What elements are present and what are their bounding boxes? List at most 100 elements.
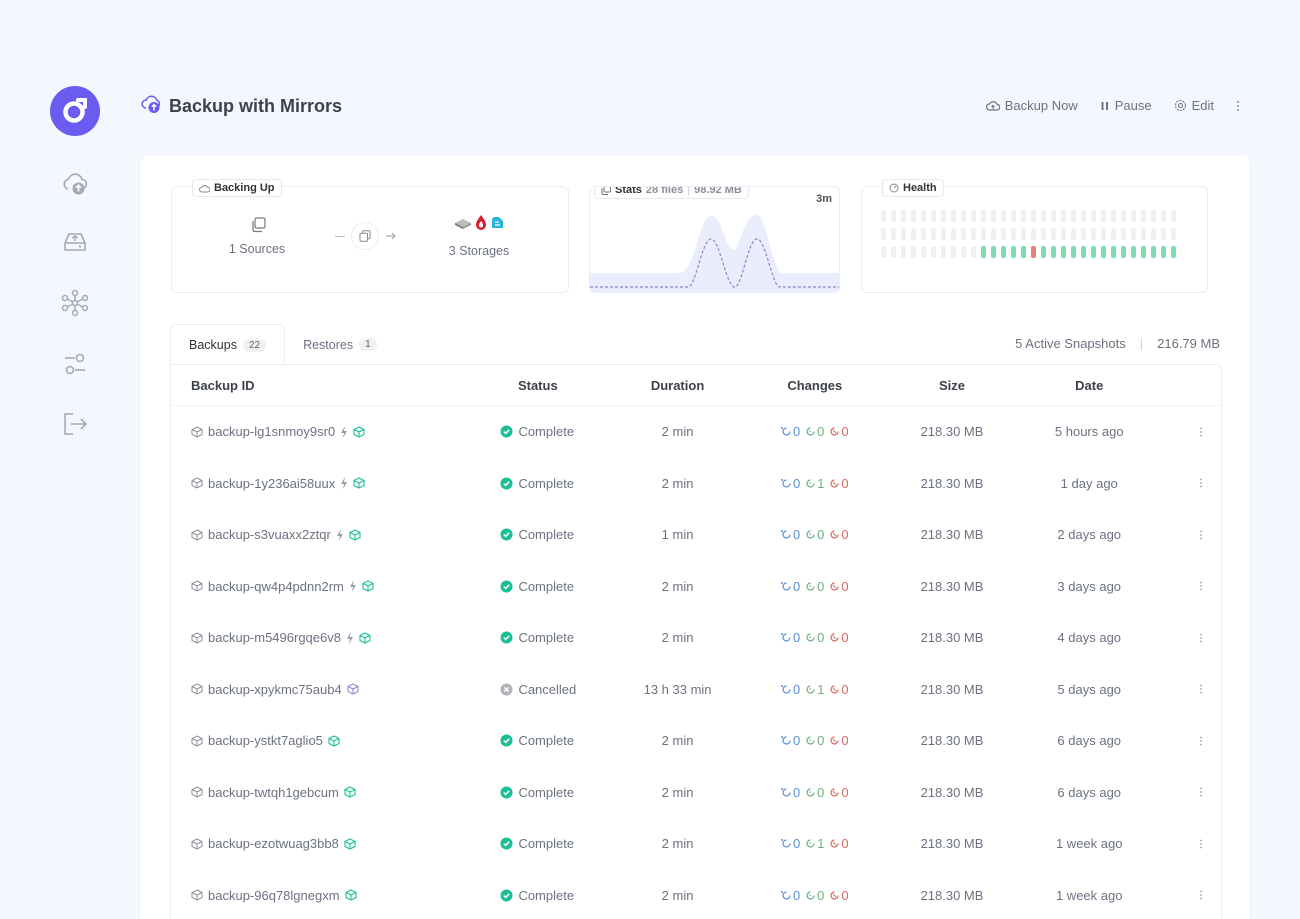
health-cell[interactable]: [951, 246, 956, 258]
health-cell[interactable]: [901, 228, 906, 240]
health-cell[interactable]: [1031, 210, 1036, 222]
backup-id[interactable]: backup-m5496rgqe6v8: [208, 630, 341, 646]
health-cell[interactable]: [911, 228, 916, 240]
nav-logout-icon[interactable]: [61, 410, 89, 438]
table-row[interactable]: backup-m5496rgqe6v8 Complete 2 min 0 0 0 218.3…: [171, 612, 1221, 664]
health-cell[interactable]: [1111, 228, 1116, 240]
health-cell[interactable]: [1081, 228, 1086, 240]
health-cell[interactable]: [931, 210, 936, 222]
health-cell[interactable]: [961, 228, 966, 240]
health-cell[interactable]: [1071, 246, 1076, 258]
row-menu-button[interactable]: [1154, 426, 1221, 438]
health-cell[interactable]: [981, 246, 986, 258]
health-cell[interactable]: [941, 210, 946, 222]
health-cell[interactable]: [971, 246, 976, 258]
backup-id[interactable]: backup-96q78lgnegxm: [208, 887, 340, 903]
health-cell[interactable]: [891, 228, 896, 240]
health-cell[interactable]: [971, 228, 976, 240]
health-cell[interactable]: [911, 210, 916, 222]
storages-count[interactable]: 3 Storages: [448, 244, 510, 258]
row-menu-button[interactable]: [1154, 786, 1221, 798]
health-cell[interactable]: [881, 246, 886, 258]
backup-id[interactable]: backup-ezotwuag3bb8: [208, 836, 339, 852]
active-snapshots[interactable]: 5 Active Snapshots: [1015, 336, 1126, 351]
health-cell[interactable]: [1151, 246, 1156, 258]
health-cell[interactable]: [1171, 246, 1176, 258]
health-cell[interactable]: [1101, 228, 1106, 240]
health-cell[interactable]: [891, 210, 896, 222]
health-cell[interactable]: [1011, 228, 1016, 240]
health-cell[interactable]: [1081, 210, 1086, 222]
table-row[interactable]: backup-qw4p4pdnn2rm Complete 2 min 0 0 0 218.3…: [171, 561, 1221, 613]
table-row[interactable]: backup-1y236ai58uux Complete 2 min 0 1 0 218.3…: [171, 458, 1221, 510]
health-cell[interactable]: [1141, 210, 1146, 222]
nav-settings-icon[interactable]: [61, 350, 89, 378]
health-cell[interactable]: [981, 210, 986, 222]
health-cell[interactable]: [1131, 228, 1136, 240]
pause-button[interactable]: Pause: [1100, 98, 1152, 113]
health-cell[interactable]: [961, 246, 966, 258]
health-cell[interactable]: [1171, 210, 1176, 222]
table-row[interactable]: backup-96q78lgnegxm Complete 2 min 0 0 0 218.3…: [171, 870, 1221, 919]
tab-restores[interactable]: Restores 1: [285, 324, 395, 365]
health-cell[interactable]: [1121, 210, 1126, 222]
health-cell[interactable]: [1001, 210, 1006, 222]
health-cell[interactable]: [941, 228, 946, 240]
health-cell[interactable]: [901, 210, 906, 222]
health-cell[interactable]: [1011, 210, 1016, 222]
health-cell[interactable]: [951, 228, 956, 240]
health-cell[interactable]: [1021, 228, 1026, 240]
health-cell[interactable]: [1071, 210, 1076, 222]
table-row[interactable]: backup-ystkt7aglio5 Complete 2 min 0 0 0 218.3…: [171, 715, 1221, 767]
health-cell[interactable]: [1071, 228, 1076, 240]
row-menu-button[interactable]: [1154, 838, 1221, 850]
table-row[interactable]: backup-twtqh1gebcum Complete 2 min 0 0 0 218.3…: [171, 767, 1221, 819]
table-row[interactable]: backup-ezotwuag3bb8 Complete 2 min 0 1 0 218.3…: [171, 818, 1221, 870]
edit-button[interactable]: Edit: [1174, 98, 1214, 113]
health-cell[interactable]: [1021, 210, 1026, 222]
tab-backups[interactable]: Backups 22: [170, 324, 286, 365]
health-cell[interactable]: [1031, 228, 1036, 240]
health-cell[interactable]: [881, 228, 886, 240]
health-cell[interactable]: [981, 228, 986, 240]
health-cell[interactable]: [1171, 228, 1176, 240]
sources-count[interactable]: 1 Sources: [228, 242, 286, 256]
backup-id[interactable]: backup-qw4p4pdnn2rm: [208, 578, 344, 594]
backup-id[interactable]: backup-lg1snmoy9sr0: [208, 424, 336, 440]
health-cell[interactable]: [991, 246, 996, 258]
more-menu-button[interactable]: [1236, 100, 1240, 112]
health-cell[interactable]: [931, 228, 936, 240]
health-cell[interactable]: [1141, 228, 1146, 240]
health-cell[interactable]: [1041, 228, 1046, 240]
health-cell[interactable]: [961, 210, 966, 222]
row-menu-button[interactable]: [1154, 735, 1221, 747]
row-menu-button[interactable]: [1154, 632, 1221, 644]
app-logo[interactable]: [50, 86, 100, 136]
backup-id[interactable]: backup-1y236ai58uux: [208, 475, 336, 491]
health-cell[interactable]: [921, 228, 926, 240]
backup-now-button[interactable]: Backup Now: [985, 98, 1078, 113]
health-cell[interactable]: [1041, 210, 1046, 222]
backup-id[interactable]: backup-ystkt7aglio5: [208, 733, 323, 749]
health-cell[interactable]: [911, 246, 916, 258]
health-cell[interactable]: [1091, 210, 1096, 222]
health-cell[interactable]: [991, 228, 996, 240]
health-cell[interactable]: [1101, 210, 1106, 222]
backup-id[interactable]: backup-twtqh1gebcum: [208, 784, 339, 800]
backup-id[interactable]: backup-xpykmc75aub4: [208, 681, 342, 697]
row-menu-button[interactable]: [1154, 580, 1221, 592]
health-cell[interactable]: [941, 246, 946, 258]
health-cell[interactable]: [1161, 210, 1166, 222]
health-cell[interactable]: [1061, 210, 1066, 222]
nav-backups-icon[interactable]: [61, 170, 89, 198]
health-cell[interactable]: [991, 210, 996, 222]
health-cell[interactable]: [1121, 228, 1126, 240]
health-cell[interactable]: [1061, 246, 1066, 258]
health-cell[interactable]: [1061, 228, 1066, 240]
health-cell[interactable]: [1101, 246, 1106, 258]
health-cell[interactable]: [1011, 246, 1016, 258]
health-cell[interactable]: [1051, 210, 1056, 222]
health-cell[interactable]: [1131, 246, 1136, 258]
health-cell[interactable]: [971, 210, 976, 222]
row-menu-button[interactable]: [1154, 529, 1221, 541]
